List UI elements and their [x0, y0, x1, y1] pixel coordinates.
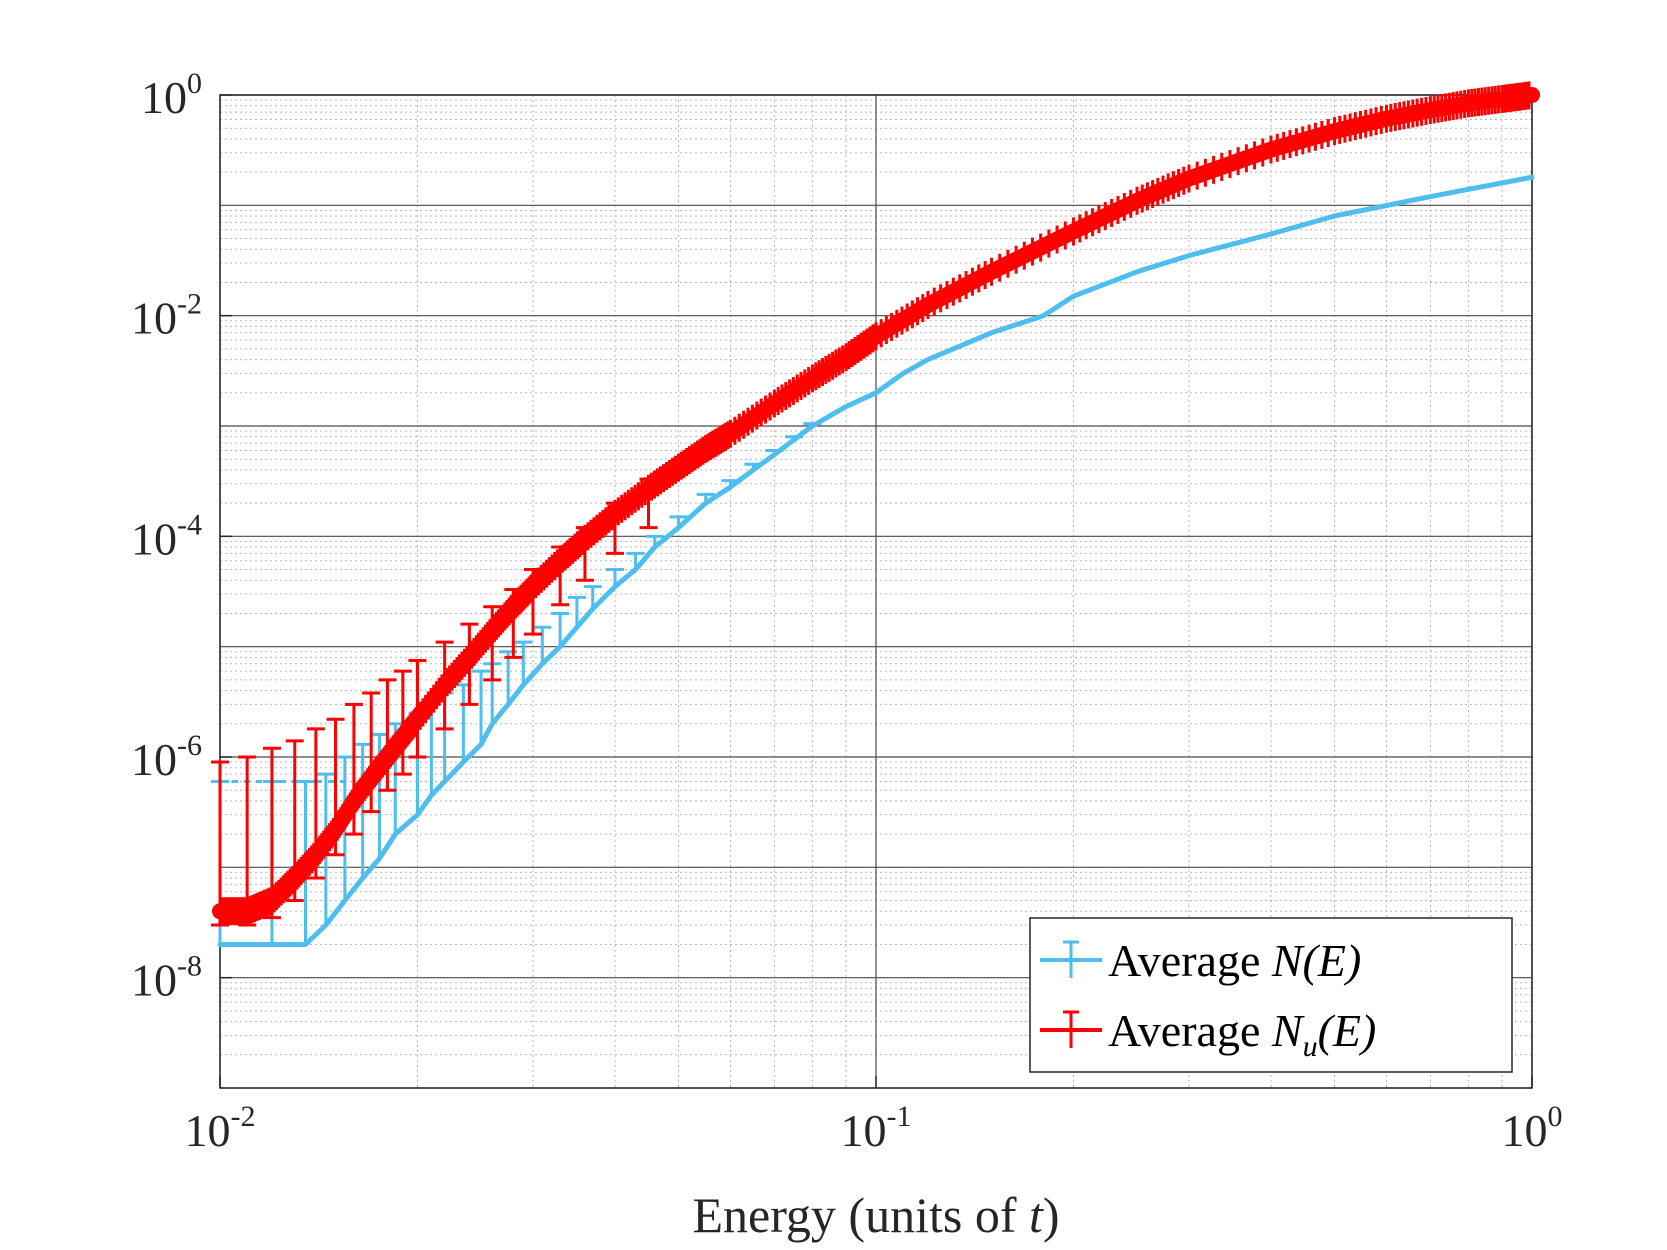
y-tick-exponent: -8	[177, 950, 202, 983]
x-axis-label: Energy (units of t)	[692, 1187, 1059, 1243]
y-tick-base: 10	[131, 293, 177, 344]
x-tick-label: 10-2	[185, 1100, 256, 1156]
series-layer	[211, 81, 1540, 947]
y-tick-base: 10	[141, 72, 187, 123]
legend-label: Average Nu(E)	[1108, 1005, 1376, 1063]
series-nu-of-e	[211, 81, 1540, 927]
y-tick-label: 10-4	[131, 508, 202, 564]
y-tick-label: 10-6	[131, 729, 202, 785]
legend-label-math: N	[1271, 1005, 1305, 1056]
legend-label-text: Average	[1108, 935, 1272, 986]
y-tick-base: 10	[131, 513, 177, 564]
y-tick-label: 10-8	[131, 950, 202, 1006]
legend: Average N(E)Average Nu(E)	[1029, 917, 1513, 1073]
y-tick-base: 10	[131, 734, 177, 785]
legend-entry-nu-of-e: Average Nu(E)	[1040, 1005, 1376, 1063]
y-tick-label: 10-2	[131, 288, 202, 344]
y-tick-exponent: 0	[187, 67, 202, 100]
y-tick-base: 10	[131, 955, 177, 1006]
x-tick-exponent: 0	[1548, 1100, 1563, 1133]
x-axis-label-close: )	[1043, 1187, 1060, 1243]
legend-label: Average N(E)	[1108, 935, 1361, 986]
x-axis-label-text: Energy (units of	[692, 1187, 1029, 1243]
legend-entry-n-of-e: Average N(E)	[1040, 935, 1361, 986]
series-line	[217, 174, 1535, 947]
legend-label-subscript: u	[1303, 1030, 1318, 1063]
y-tick-exponent: -6	[177, 729, 202, 762]
x-tick-exponent: -1	[887, 1100, 912, 1133]
x-tick-base: 10	[841, 1105, 887, 1156]
x-tick-label: 100	[1502, 1100, 1563, 1156]
x-axis-ticks: 10-2 10-1 100	[185, 1076, 1563, 1156]
y-tick-exponent: -4	[177, 508, 202, 541]
x-tick-label: 10-1	[841, 1100, 912, 1156]
x-tick-exponent: -2	[231, 1100, 256, 1133]
y-tick-label: 100	[141, 67, 202, 123]
legend-label-math: N(E)	[1271, 935, 1361, 986]
legend-label-text: Average	[1108, 1005, 1272, 1056]
x-tick-base: 10	[185, 1105, 231, 1156]
x-tick-base: 10	[1502, 1105, 1548, 1156]
x-axis-label-variable: t	[1029, 1187, 1044, 1243]
legend-box	[1029, 917, 1513, 1073]
y-tick-exponent: -2	[177, 288, 202, 321]
legend-label-tail: (E)	[1318, 1005, 1377, 1056]
